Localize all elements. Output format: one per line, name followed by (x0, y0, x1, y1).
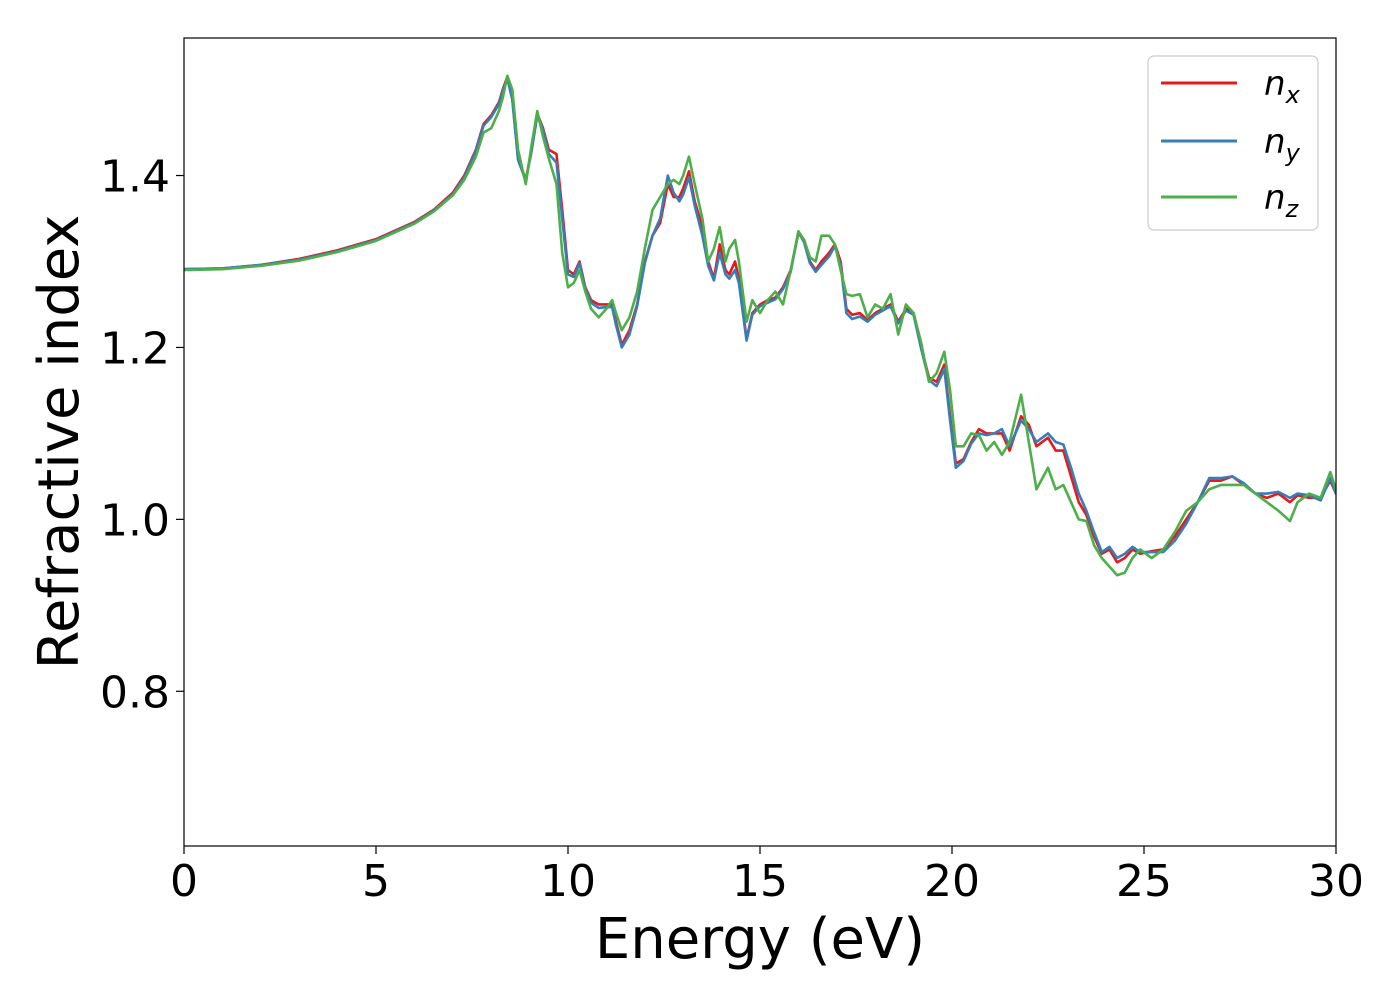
x-tick-label: 25 (1116, 856, 1172, 907)
x-axis-title: Energy (eV) (595, 907, 925, 972)
legend-box (1147, 55, 1319, 231)
y-tick-label: 1.2 (100, 323, 170, 374)
x-axis-ticks: 0 5 10 15 20 25 30 (170, 846, 1364, 907)
y-tick-label: 1.0 (100, 495, 170, 546)
y-axis-title: Refractive index (27, 215, 92, 670)
legend-label-nx: nx (1264, 64, 1301, 109)
legend-label-nz: nz (1264, 178, 1300, 223)
x-tick-label: 30 (1308, 856, 1364, 907)
y-tick-label: 0.8 (100, 667, 170, 718)
x-tick-label: 20 (924, 856, 980, 907)
x-tick-label: 10 (540, 856, 596, 907)
y-axis-ticks: 0.8 1.0 1.2 1.4 (100, 152, 184, 718)
legend-label-ny: ny (1264, 122, 1301, 167)
legend: nx ny nz (1147, 55, 1319, 231)
x-tick-label: 5 (362, 856, 390, 907)
plot-content (184, 74, 1336, 577)
y-tick-label: 1.4 (100, 152, 170, 203)
x-tick-label: 15 (732, 856, 788, 907)
series-line-nz (184, 74, 1336, 577)
x-tick-label: 0 (170, 856, 198, 907)
series-group (184, 74, 1336, 577)
